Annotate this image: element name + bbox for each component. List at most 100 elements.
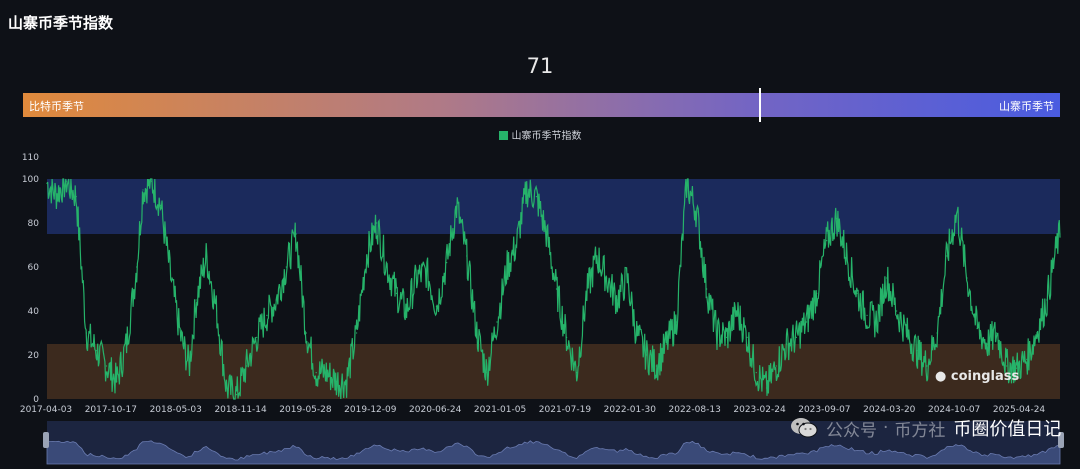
data-point — [170, 277, 172, 279]
x-tick-label: 2023-02-24 — [733, 405, 786, 415]
data-point — [188, 365, 190, 367]
data-point — [395, 292, 397, 294]
x-tick-label: 2021-07-19 — [539, 405, 592, 415]
data-point — [525, 189, 528, 191]
data-point — [936, 332, 938, 334]
data-point — [476, 332, 478, 334]
data-point — [716, 332, 718, 334]
data-point — [805, 321, 808, 323]
data-point — [675, 321, 678, 323]
data-point — [466, 255, 468, 257]
data-point — [956, 211, 958, 213]
legend-label: 山寨币季节指数 — [511, 131, 582, 142]
y-tick-label: 40 — [28, 307, 40, 317]
wechat-icon — [790, 416, 818, 440]
legend-swatch — [498, 131, 508, 140]
data-point — [55, 193, 57, 195]
season-gauge-marker — [759, 88, 762, 122]
data-point — [896, 310, 898, 312]
data-point — [626, 277, 628, 279]
data-point — [96, 350, 98, 352]
data-point — [976, 328, 978, 330]
x-tick-label: 2017-04-03 — [20, 405, 72, 415]
wechat-separator: · — [883, 418, 889, 438]
y-tick-label: 110 — [22, 153, 39, 163]
bitcoin-season-band — [47, 344, 1060, 399]
data-point — [795, 336, 797, 338]
data-point — [46, 182, 48, 184]
data-point — [986, 343, 988, 345]
data-point — [435, 306, 438, 308]
data-point — [386, 266, 388, 268]
data-point — [1059, 233, 1061, 235]
coinglass-brand-label: coinglass — [950, 369, 1020, 384]
x-tick-label: 2018-11-14 — [214, 405, 267, 415]
data-point — [826, 240, 828, 242]
data-point — [886, 277, 888, 279]
data-point — [266, 314, 268, 316]
data-point — [645, 354, 648, 356]
data-point — [405, 310, 408, 312]
data-point — [836, 218, 838, 220]
data-point — [376, 222, 378, 224]
data-point — [995, 332, 998, 334]
data-point — [816, 292, 818, 294]
data-point — [746, 336, 748, 338]
data-point — [866, 314, 868, 316]
x-tick-label: 2023-09-07 — [798, 405, 850, 415]
data-point — [755, 372, 757, 374]
data-point — [665, 343, 668, 345]
x-tick-label: 2024-03-20 — [863, 405, 916, 415]
y-tick-label: 60 — [28, 263, 40, 273]
navigator-right-handle — [1058, 432, 1064, 448]
data-point — [846, 255, 848, 257]
data-point — [216, 310, 218, 312]
data-point — [1006, 365, 1008, 367]
x-tick-label: 2017-10-17 — [85, 405, 137, 415]
wechat-watermark: 公众号 · 币方社 币圈价值日记 — [790, 412, 1061, 444]
series-line — [46, 178, 1061, 400]
data-point — [456, 204, 458, 206]
altcoin-season-band — [47, 179, 1060, 234]
data-point — [295, 233, 297, 235]
data-point — [506, 266, 508, 268]
chart-legend[interactable]: 山寨币季节指数 — [0, 127, 1080, 142]
x-tick-label: 2022-08-13 — [669, 405, 721, 415]
data-point — [305, 332, 307, 334]
x-tick-label: 2022-01-30 — [604, 405, 657, 415]
y-tick-label: 100 — [22, 175, 39, 185]
data-point — [125, 343, 128, 345]
data-point — [726, 336, 728, 338]
data-point — [706, 288, 708, 290]
data-point — [136, 266, 138, 268]
coinglass-logo-icon: ● — [935, 369, 947, 384]
x-tick-label: 2018-05-03 — [150, 405, 202, 415]
data-point — [1046, 299, 1048, 301]
data-point — [875, 321, 878, 323]
data-point — [765, 387, 768, 389]
data-point — [486, 372, 488, 374]
altcoin-season-label: 山寨币季节 — [999, 100, 1054, 113]
data-point — [105, 365, 108, 367]
data-point — [1026, 358, 1028, 360]
navigator-area — [46, 440, 1061, 465]
data-point — [916, 350, 918, 352]
data-point — [142, 189, 144, 191]
y-tick-label: 20 — [28, 351, 40, 361]
season-gauge-bar: 比特币季节 山寨币季节 — [23, 88, 1060, 122]
data-point — [1016, 367, 1018, 369]
data-point — [205, 255, 208, 257]
data-point — [245, 365, 248, 367]
data-point — [195, 299, 197, 301]
x-tick-label: 2020-06-24 — [409, 405, 462, 415]
data-point — [535, 196, 538, 198]
x-tick-label: 2019-05-28 — [279, 405, 332, 415]
y-tick-label: 80 — [28, 219, 40, 229]
data-point — [116, 380, 118, 382]
data-point — [150, 180, 153, 182]
data-point — [606, 277, 608, 279]
data-point — [365, 255, 368, 257]
x-tick-label: 2021-01-05 — [474, 405, 526, 415]
data-point — [65, 180, 67, 182]
